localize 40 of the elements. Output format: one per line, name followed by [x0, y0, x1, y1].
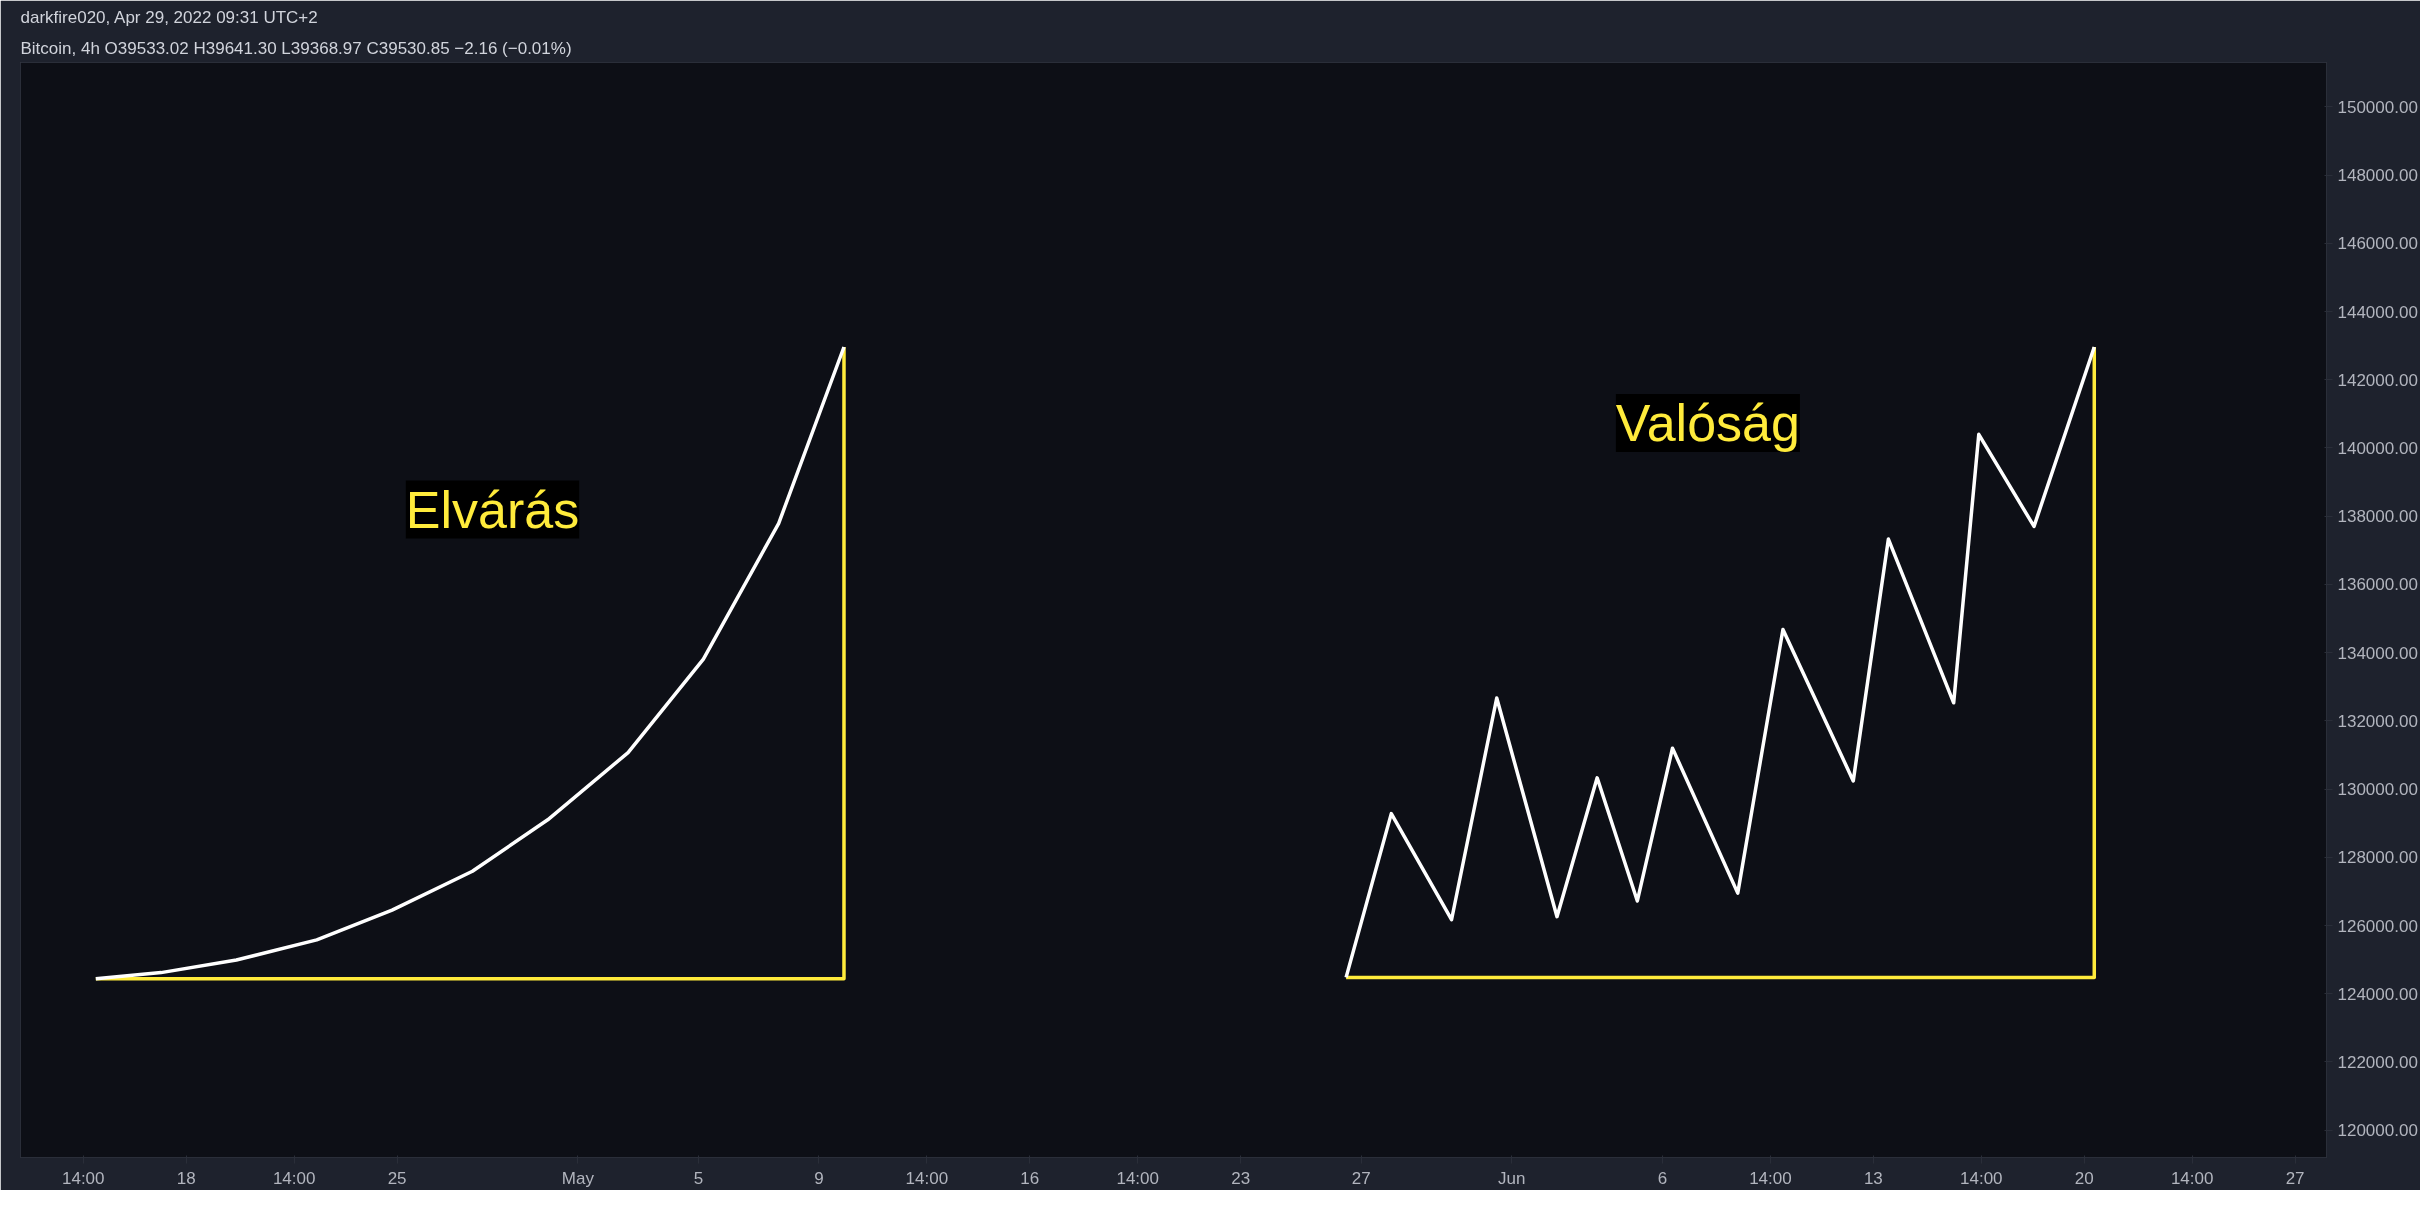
x-tick-label: 14:00 — [1116, 1168, 1159, 1188]
x-tick-label: 5 — [693, 1168, 704, 1188]
y-tick-label: 150000.00 — [2337, 97, 2418, 117]
y-tick-label: 130000.00 — [2337, 780, 2418, 800]
y-tick-label: 120000.00 — [2337, 1121, 2418, 1141]
y-tick-label: 126000.00 — [2337, 916, 2418, 936]
y-tick-label: 138000.00 — [2337, 507, 2418, 527]
x-tick-label: 25 — [387, 1168, 407, 1188]
x-tick-label: 14:00 — [905, 1168, 949, 1188]
annotation: Elvárás — [405, 480, 580, 539]
y-tick-label: 124000.00 — [2337, 984, 2418, 1004]
y-tick-label: 142000.00 — [2337, 370, 2418, 390]
x-tick-label: 27 — [1351, 1168, 1371, 1188]
y-tick-label: 122000.00 — [2337, 1052, 2418, 1072]
y-tick-label: 146000.00 — [2337, 234, 2418, 254]
y-tick-label: 136000.00 — [2337, 575, 2418, 595]
x-tick-label: 14:00 — [1749, 1168, 1792, 1188]
x-tick-label: 27 — [2285, 1168, 2305, 1188]
y-tick-label: 144000.00 — [2337, 302, 2418, 322]
x-tick-label: 20 — [2074, 1168, 2094, 1188]
x-tick-label: 13 — [1863, 1168, 1883, 1188]
x-tick-label: 23 — [1231, 1168, 1251, 1188]
x-tick-label: 14:00 — [61, 1168, 105, 1188]
chart-subtitle: Bitcoin, 4h O39533.02 H39641.30 L39368.97 C39530.85 −2.16 (−0.01%) — [20, 38, 572, 58]
x-tick-label: 9 — [814, 1168, 824, 1188]
x-tick-label: 16 — [1020, 1168, 1040, 1188]
y-tick-label: 134000.00 — [2337, 643, 2418, 663]
chart-title: darkfire020, Apr 29, 2022 09:31 UTC+2 — [20, 7, 318, 27]
y-tick-label: 148000.00 — [2337, 166, 2418, 186]
y-tick-label: 140000.00 — [2337, 438, 2418, 458]
y-tick-label: 132000.00 — [2337, 711, 2418, 731]
x-tick-label: 6 — [1657, 1168, 1668, 1188]
x-tick-label: 14:00 — [1960, 1168, 2003, 1188]
x-tick-label: 18 — [176, 1168, 196, 1188]
x-tick-label: May — [561, 1168, 595, 1188]
y-tick-label: 128000.00 — [2337, 848, 2418, 868]
x-tick-label: Jun — [1498, 1168, 1526, 1188]
x-tick-label: 14:00 — [2170, 1168, 2214, 1188]
x-tick-label: 14:00 — [272, 1168, 316, 1188]
annotation: Valóság — [1615, 394, 1800, 453]
